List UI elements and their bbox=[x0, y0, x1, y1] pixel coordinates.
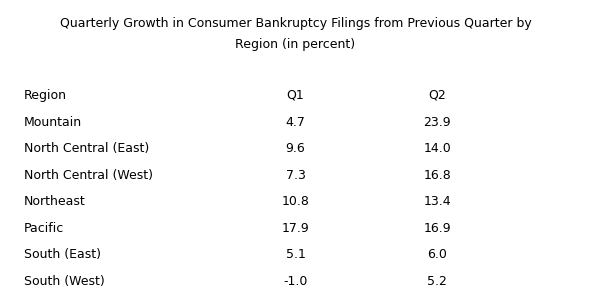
Text: 16.9: 16.9 bbox=[424, 222, 451, 235]
Text: 9.6: 9.6 bbox=[285, 142, 306, 155]
Text: 5.1: 5.1 bbox=[285, 248, 306, 261]
Text: 7.3: 7.3 bbox=[285, 169, 306, 182]
Text: Northeast: Northeast bbox=[24, 195, 85, 208]
Text: Region (in percent): Region (in percent) bbox=[235, 38, 356, 51]
Text: 5.2: 5.2 bbox=[427, 275, 447, 288]
Text: 6.0: 6.0 bbox=[427, 248, 447, 261]
Text: Quarterly Growth in Consumer Bankruptcy Filings from Previous Quarter by: Quarterly Growth in Consumer Bankruptcy … bbox=[60, 17, 531, 29]
Text: North Central (West): North Central (West) bbox=[24, 169, 152, 182]
Text: Q1: Q1 bbox=[287, 89, 304, 102]
Text: 14.0: 14.0 bbox=[424, 142, 451, 155]
Text: 23.9: 23.9 bbox=[424, 116, 451, 129]
Text: 16.8: 16.8 bbox=[424, 169, 451, 182]
Text: 17.9: 17.9 bbox=[282, 222, 309, 235]
Text: Region: Region bbox=[24, 89, 67, 102]
Text: 13.4: 13.4 bbox=[424, 195, 451, 208]
Text: Mountain: Mountain bbox=[24, 116, 82, 129]
Text: North Central (East): North Central (East) bbox=[24, 142, 149, 155]
Text: 10.8: 10.8 bbox=[281, 195, 310, 208]
Text: Pacific: Pacific bbox=[24, 222, 64, 235]
Text: Q2: Q2 bbox=[428, 89, 446, 102]
Text: South (East): South (East) bbox=[24, 248, 100, 261]
Text: -1.0: -1.0 bbox=[283, 275, 308, 288]
Text: 4.7: 4.7 bbox=[285, 116, 306, 129]
Text: South (West): South (West) bbox=[24, 275, 105, 288]
